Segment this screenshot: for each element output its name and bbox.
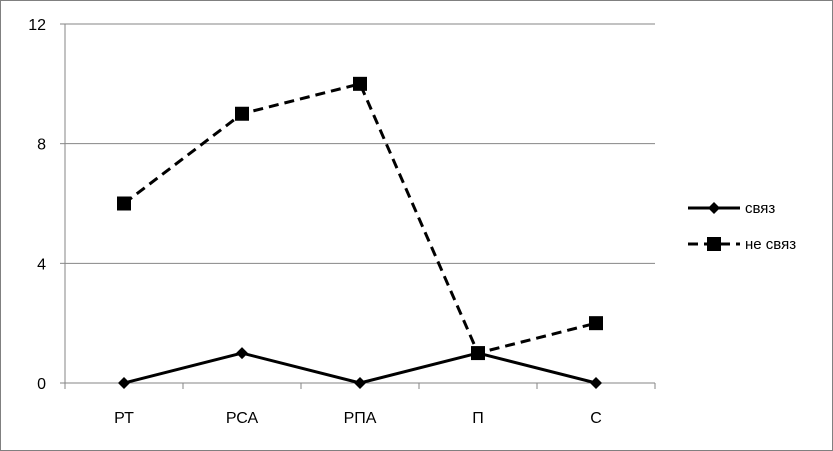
legend-label-1: связ xyxy=(745,200,775,217)
x-tick-label: РПА xyxy=(344,410,377,427)
x-tick-label: РТ xyxy=(114,410,134,427)
series-2-point xyxy=(117,196,131,211)
x-tick-label: П xyxy=(472,410,484,427)
series-2-point xyxy=(471,346,485,361)
y-tick-label: 0 xyxy=(37,376,46,393)
series-2-point xyxy=(353,76,367,91)
x-tick-label: С xyxy=(590,410,602,427)
y-tick-label: 8 xyxy=(37,137,46,154)
series-1-point xyxy=(590,377,602,389)
y-tick-label: 12 xyxy=(28,17,46,34)
series-2-point xyxy=(235,106,249,121)
legend-marker-2 xyxy=(707,237,721,251)
series-1-point xyxy=(354,377,366,389)
x-tick-label: РСА xyxy=(226,410,259,427)
series-2-point xyxy=(589,316,603,331)
series-1-point xyxy=(118,377,130,389)
series-1-point xyxy=(236,347,248,360)
legend-marker-1 xyxy=(708,202,720,214)
y-tick-label: 4 xyxy=(37,256,46,273)
legend-label-2: не связ xyxy=(745,236,796,253)
series-line-2 xyxy=(123,82,597,355)
